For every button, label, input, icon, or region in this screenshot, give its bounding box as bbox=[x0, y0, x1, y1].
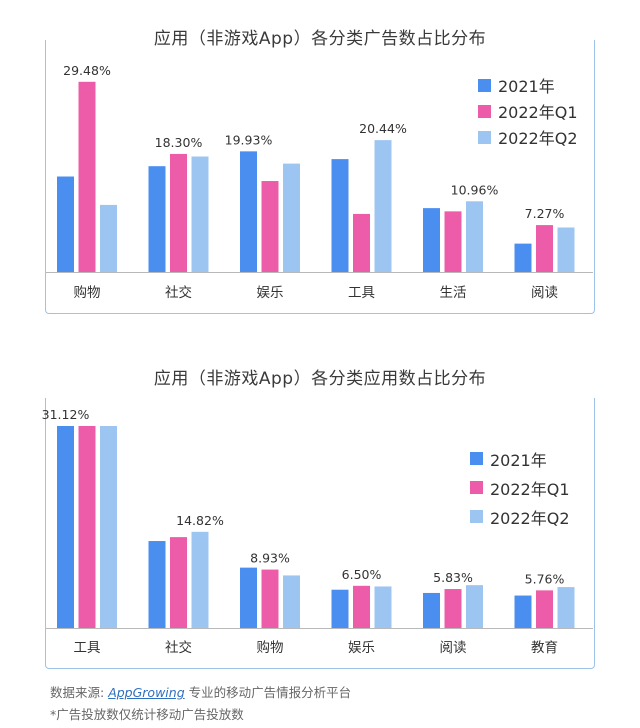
source-prefix: 数据来源: bbox=[50, 685, 109, 700]
bar-3 bbox=[466, 201, 483, 272]
bar-3 bbox=[100, 204, 117, 272]
chart-panel-ad-share: 应用（非游戏App）各分类广告数占比分布 29.48% 购物 18.30% 社交 19.… bbox=[0, 0, 640, 330]
data-label: 14.82% bbox=[176, 513, 224, 528]
data-label: 6.50% bbox=[342, 567, 382, 582]
source-line: 数据来源: AppGrowing 专业的移动广告情报分析平台 bbox=[50, 682, 351, 701]
legend-item: 2022年Q1 bbox=[470, 473, 570, 502]
data-label: 10.96% bbox=[451, 182, 499, 197]
source-brand-link[interactable]: AppGrowing bbox=[108, 685, 185, 700]
category-label: 社交 bbox=[165, 639, 192, 656]
bar-1 bbox=[148, 541, 166, 628]
legend-label: 2022年Q1 bbox=[498, 103, 578, 122]
chart-panel-app-share: 应用（非游戏App）各分类应用数占比分布 31.12% 工具 14.82% 社交 8.9… bbox=[0, 340, 640, 680]
bar-1 bbox=[423, 592, 440, 628]
bar-3 bbox=[374, 586, 392, 628]
data-label: 7.27% bbox=[525, 206, 565, 221]
legend-item: 2022年Q1 bbox=[478, 98, 578, 124]
bar-1 bbox=[331, 589, 349, 628]
legend-item: 2021年 bbox=[478, 72, 578, 98]
bar-3 bbox=[191, 156, 209, 272]
legend-swatch-2022q1 bbox=[470, 481, 483, 494]
data-label: 19.93% bbox=[225, 132, 273, 147]
bar-2 bbox=[78, 426, 96, 628]
bar-1 bbox=[514, 243, 532, 272]
legend-swatch-2021 bbox=[478, 78, 491, 92]
bar-3 bbox=[191, 531, 209, 628]
bar-2 bbox=[444, 589, 462, 628]
chart-title: 应用（非游戏App）各分类广告数占比分布 bbox=[153, 29, 487, 49]
data-label: 31.12% bbox=[42, 407, 90, 422]
data-label: 29.48% bbox=[63, 63, 111, 78]
source-suffix: 专业的移动广告情报分析平台 bbox=[184, 685, 352, 700]
category-label: 娱乐 bbox=[348, 640, 375, 656]
chart-title: 应用（非游戏App）各分类应用数占比分布 bbox=[153, 369, 487, 389]
bar-3 bbox=[374, 140, 392, 272]
bar-3 bbox=[557, 587, 575, 628]
legend-label: 2022年Q2 bbox=[490, 508, 570, 528]
bar-chart-app-share: 31.12% 工具 14.82% 社交 8.93% 购物 6.50% 娱乐 5.83% 阅读 5.7… bbox=[42, 407, 593, 656]
data-label: 8.93% bbox=[250, 551, 290, 566]
bar-2 bbox=[261, 569, 279, 628]
chart-frame bbox=[45, 398, 595, 669]
bar-3 bbox=[100, 426, 117, 628]
bar-2 bbox=[353, 213, 370, 272]
category-label: 教育 bbox=[531, 640, 558, 656]
data-label: 5.76% bbox=[525, 571, 565, 586]
legend-swatch-2022q1 bbox=[478, 104, 491, 118]
category-label: 娱乐 bbox=[257, 285, 284, 301]
bar-2 bbox=[536, 225, 553, 272]
category-label: 购物 bbox=[257, 640, 284, 656]
legend: 2021年 2022年Q1 2022年Q2 bbox=[478, 72, 578, 150]
bar-1 bbox=[57, 176, 74, 272]
legend-label: 2022年Q1 bbox=[490, 479, 570, 499]
bar-2 bbox=[353, 585, 370, 628]
category-label: 阅读 bbox=[531, 285, 558, 301]
bar-1 bbox=[331, 159, 349, 272]
bar-1 bbox=[57, 426, 74, 628]
legend-item: 2022年Q2 bbox=[470, 502, 570, 531]
bar-1 bbox=[148, 166, 166, 272]
category-label: 阅读 bbox=[440, 640, 467, 656]
category-label: 生活 bbox=[440, 285, 467, 301]
bar-1 bbox=[514, 595, 532, 628]
legend-label: 2021年 bbox=[498, 77, 555, 96]
legend-item: 2022年Q2 bbox=[478, 124, 578, 150]
legend-label: 2022年Q2 bbox=[498, 129, 578, 148]
legend-swatch-2022q2 bbox=[478, 130, 491, 144]
bar-2 bbox=[261, 181, 279, 272]
legend: 2021年 2022年Q1 2022年Q2 bbox=[470, 444, 570, 531]
legend-swatch-2021 bbox=[470, 452, 483, 465]
category-label: 社交 bbox=[165, 284, 192, 301]
legend-label: 2021年 bbox=[490, 450, 547, 470]
bar-2 bbox=[78, 81, 96, 272]
bar-2 bbox=[444, 211, 462, 272]
data-label: 18.30% bbox=[155, 135, 203, 150]
data-label: 20.44% bbox=[359, 121, 407, 136]
bar-3 bbox=[283, 575, 300, 628]
chart-frame bbox=[45, 40, 595, 314]
data-label: 5.83% bbox=[433, 570, 473, 585]
footnote: *广告投放数仅统计移动广告投放数 bbox=[50, 707, 244, 722]
bar-2 bbox=[170, 537, 187, 628]
category-label: 工具 bbox=[348, 285, 375, 301]
bar-1 bbox=[423, 208, 440, 272]
bar-2 bbox=[170, 153, 187, 272]
legend-item: 2021年 bbox=[470, 444, 570, 473]
bar-1 bbox=[240, 567, 257, 628]
category-label: 购物 bbox=[74, 285, 101, 301]
legend-swatch-2022q2 bbox=[470, 510, 483, 523]
bar-chart-ad-share: 29.48% 购物 18.30% 社交 19.93% 娱乐 20.44% 工具 10.96% 生活… bbox=[46, 63, 593, 301]
category-label: 工具 bbox=[74, 640, 101, 656]
bar-3 bbox=[466, 585, 483, 628]
bar-3 bbox=[557, 227, 575, 272]
bar-2 bbox=[536, 590, 553, 628]
bar-3 bbox=[283, 163, 300, 272]
bar-1 bbox=[240, 151, 257, 272]
